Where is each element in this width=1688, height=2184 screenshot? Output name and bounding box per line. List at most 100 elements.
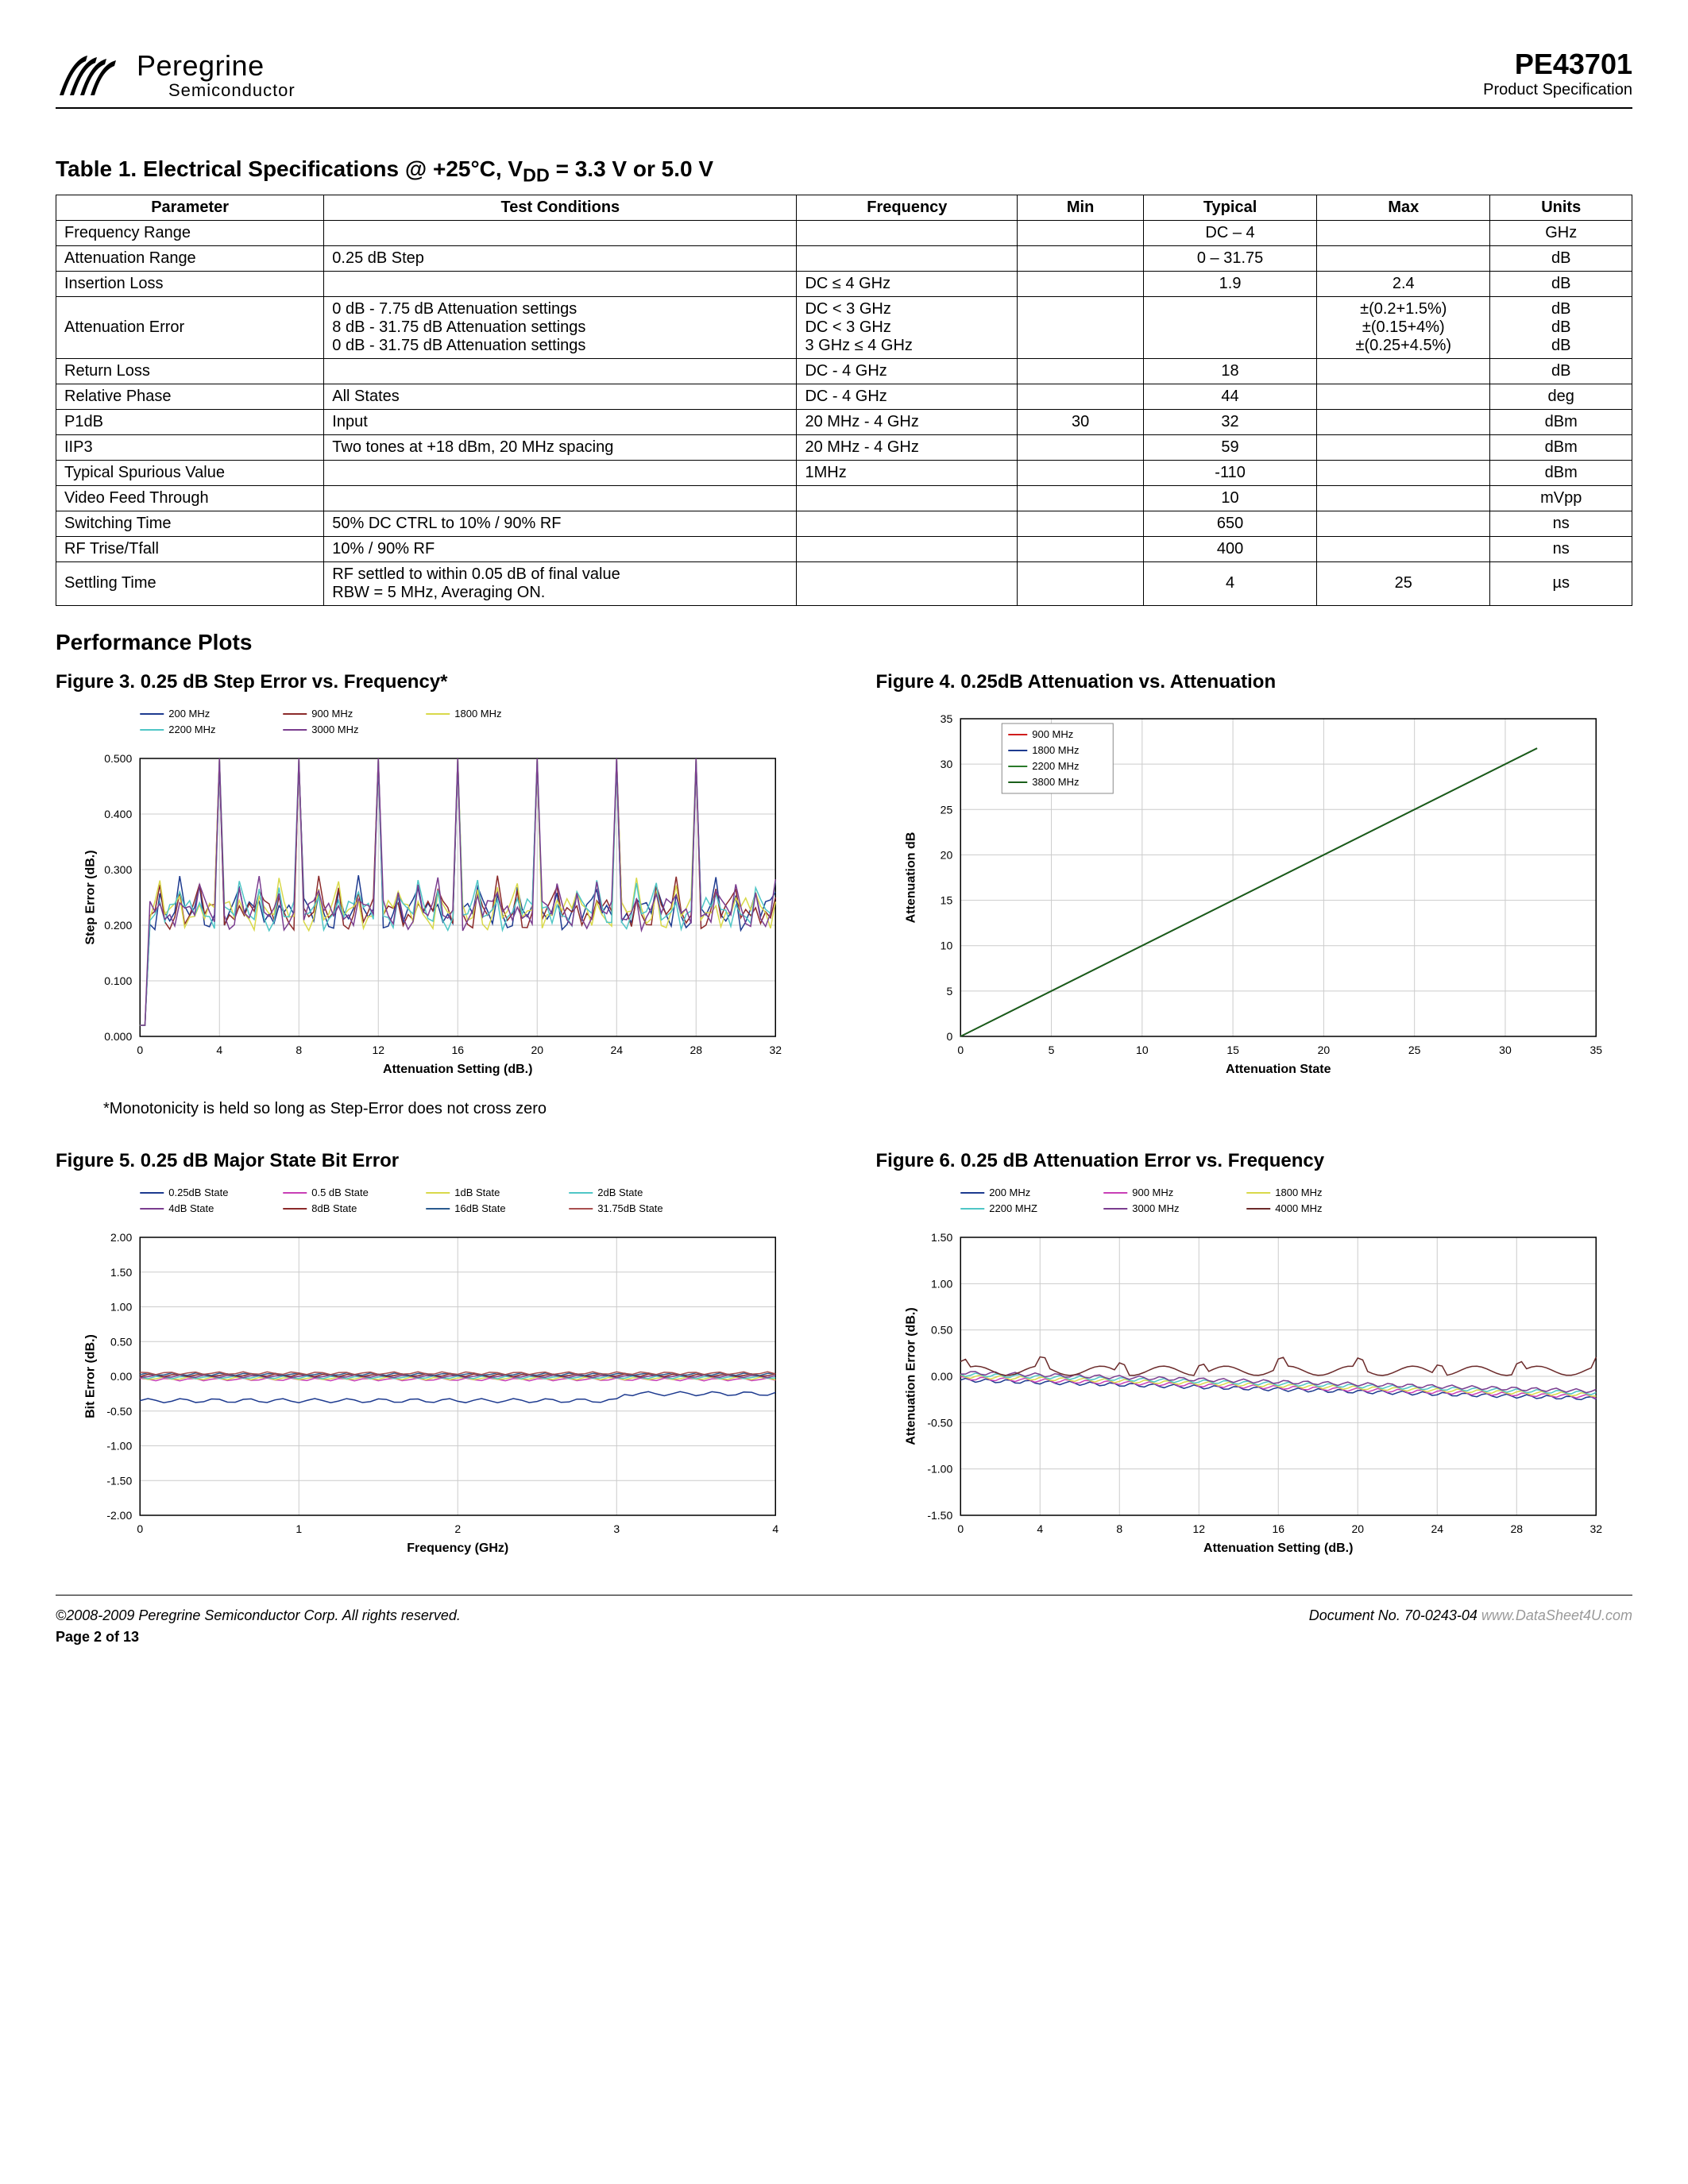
svg-text:16: 16 bbox=[451, 1044, 464, 1056]
table-column-header: Max bbox=[1317, 195, 1490, 220]
header-right: PE43701 Product Specification bbox=[1483, 48, 1632, 99]
table-cell bbox=[1317, 536, 1490, 561]
table-cell bbox=[797, 485, 1018, 511]
table-cell: DC ≤ 4 GHz bbox=[797, 271, 1018, 296]
svg-text:Frequency (GHz): Frequency (GHz) bbox=[407, 1542, 508, 1555]
svg-text:10: 10 bbox=[1136, 1044, 1149, 1056]
svg-text:1800 MHz: 1800 MHz bbox=[1032, 744, 1079, 756]
svg-text:2dB State: 2dB State bbox=[597, 1187, 643, 1198]
svg-text:3800 MHz: 3800 MHz bbox=[1032, 776, 1079, 788]
table-cell: 50% DC CTRL to 10% / 90% RF bbox=[324, 511, 797, 536]
figure-3-panel: Figure 3. 0.25 dB Step Error vs. Frequen… bbox=[56, 671, 813, 1084]
table-cell: ±(0.2+1.5%) ±(0.15+4%) ±(0.25+4.5%) bbox=[1317, 296, 1490, 358]
table-cell bbox=[797, 536, 1018, 561]
table-cell: 20 MHz - 4 GHz bbox=[797, 434, 1018, 460]
spec-table: ParameterTest ConditionsFrequencyMinTypi… bbox=[56, 195, 1632, 606]
svg-text:0.00: 0.00 bbox=[110, 1370, 132, 1383]
table-cell bbox=[324, 460, 797, 485]
product-spec-label: Product Specification bbox=[1483, 81, 1632, 99]
table-cell: 2.4 bbox=[1317, 271, 1490, 296]
table-cell: DC – 4 bbox=[1143, 220, 1316, 245]
svg-text:1.00: 1.00 bbox=[931, 1277, 952, 1290]
svg-text:900 MHz: 900 MHz bbox=[311, 708, 353, 720]
table-cell bbox=[797, 245, 1018, 271]
svg-text:0.100: 0.100 bbox=[104, 974, 132, 987]
svg-text:5: 5 bbox=[1048, 1044, 1054, 1056]
table-cell: Frequency Range bbox=[56, 220, 324, 245]
table-cell bbox=[1018, 485, 1144, 511]
svg-text:20: 20 bbox=[1351, 1522, 1364, 1535]
svg-text:30: 30 bbox=[940, 758, 952, 770]
table-cell: dBm bbox=[1490, 409, 1632, 434]
svg-text:Attenuation Setting (dB.): Attenuation Setting (dB.) bbox=[383, 1063, 532, 1076]
table-cell: GHz bbox=[1490, 220, 1632, 245]
svg-text:0: 0 bbox=[946, 1030, 952, 1043]
table-row: Insertion LossDC ≤ 4 GHz1.92.4dB bbox=[56, 271, 1632, 296]
performance-plots-title: Performance Plots bbox=[56, 630, 1632, 655]
table-cell: 20 MHz - 4 GHz bbox=[797, 409, 1018, 434]
table-column-header: Units bbox=[1490, 195, 1632, 220]
svg-text:8: 8 bbox=[1116, 1522, 1122, 1535]
table-column-header: Typical bbox=[1143, 195, 1316, 220]
svg-text:0.000: 0.000 bbox=[104, 1030, 132, 1043]
figure-6-panel: Figure 6. 0.25 dB Attenuation Error vs. … bbox=[876, 1150, 1633, 1563]
svg-text:0.300: 0.300 bbox=[104, 863, 132, 876]
table-cell: dB dB dB bbox=[1490, 296, 1632, 358]
table-cell: 32 bbox=[1143, 409, 1316, 434]
chart-grid-2: Figure 5. 0.25 dB Major State Bit Error … bbox=[56, 1150, 1632, 1563]
svg-text:12: 12 bbox=[372, 1044, 384, 1056]
part-number: PE43701 bbox=[1483, 48, 1632, 81]
header-rule bbox=[56, 107, 1632, 109]
page-footer: ©2008-2009 Peregrine Semiconductor Corp.… bbox=[56, 1603, 1632, 1624]
table-row: P1dBInput20 MHz - 4 GHz3032dBm bbox=[56, 409, 1632, 434]
table-row: Return LossDC - 4 GHz18dB bbox=[56, 358, 1632, 384]
table-column-header: Parameter bbox=[56, 195, 324, 220]
svg-text:Step Error (dB.): Step Error (dB.) bbox=[83, 850, 97, 944]
table-cell: P1dB bbox=[56, 409, 324, 434]
svg-text:Attenuation State: Attenuation State bbox=[1226, 1063, 1331, 1076]
svg-text:1800 MHz: 1800 MHz bbox=[1275, 1187, 1322, 1198]
svg-text:8: 8 bbox=[295, 1044, 302, 1056]
figure-3-chart: 0481216202428320.0000.1000.2000.3000.400… bbox=[56, 703, 813, 1084]
table-row: Video Feed Through10mVpp bbox=[56, 485, 1632, 511]
svg-text:Attenuation dB: Attenuation dB bbox=[904, 832, 917, 923]
table-row: IIP3Two tones at +18 dBm, 20 MHz spacing… bbox=[56, 434, 1632, 460]
svg-text:31.75dB State: 31.75dB State bbox=[597, 1202, 662, 1214]
table-row: Attenuation Error0 dB - 7.75 dB Attenuat… bbox=[56, 296, 1632, 358]
svg-text:32: 32 bbox=[769, 1044, 782, 1056]
svg-text:0.500: 0.500 bbox=[104, 752, 132, 765]
svg-text:20: 20 bbox=[940, 848, 952, 861]
svg-text:0.400: 0.400 bbox=[104, 808, 132, 820]
table-cell: Video Feed Through bbox=[56, 485, 324, 511]
svg-text:3000 MHz: 3000 MHz bbox=[311, 723, 358, 735]
svg-text:4dB State: 4dB State bbox=[168, 1202, 214, 1214]
svg-text:4: 4 bbox=[772, 1522, 778, 1535]
table-cell bbox=[1317, 384, 1490, 409]
svg-text:900 MHz: 900 MHz bbox=[1132, 1187, 1173, 1198]
table-cell: DC - 4 GHz bbox=[797, 358, 1018, 384]
table-cell: DC < 3 GHz DC < 3 GHz 3 GHz ≤ 4 GHz bbox=[797, 296, 1018, 358]
svg-text:200 MHz: 200 MHz bbox=[168, 708, 210, 720]
table-cell bbox=[1317, 409, 1490, 434]
page-number: Page 2 of 13 bbox=[56, 1629, 1632, 1646]
svg-text:-1.50: -1.50 bbox=[927, 1509, 952, 1522]
table-cell: 30 bbox=[1018, 409, 1144, 434]
table-cell: 1MHz bbox=[797, 460, 1018, 485]
chart-grid: Figure 3. 0.25 dB Step Error vs. Frequen… bbox=[56, 671, 1632, 1084]
svg-text:4000 MHz: 4000 MHz bbox=[1275, 1202, 1322, 1214]
table-cell: 400 bbox=[1143, 536, 1316, 561]
svg-text:-0.50: -0.50 bbox=[927, 1416, 952, 1429]
table-cell bbox=[1018, 271, 1144, 296]
svg-text:2.00: 2.00 bbox=[110, 1231, 132, 1244]
figure-5-title: Figure 5. 0.25 dB Major State Bit Error bbox=[56, 1150, 813, 1172]
table-cell: 59 bbox=[1143, 434, 1316, 460]
svg-text:20: 20 bbox=[531, 1044, 543, 1056]
table-cell: Attenuation Range bbox=[56, 245, 324, 271]
svg-text:900 MHz: 900 MHz bbox=[1032, 728, 1073, 740]
table-cell: Settling Time bbox=[56, 561, 324, 605]
svg-text:0.25dB State: 0.25dB State bbox=[168, 1187, 228, 1198]
svg-text:Attenuation Setting (dB.): Attenuation Setting (dB.) bbox=[1203, 1542, 1353, 1555]
svg-text:0.00: 0.00 bbox=[931, 1370, 952, 1383]
svg-text:3000 MHz: 3000 MHz bbox=[1132, 1202, 1179, 1214]
figure-5-chart: 01234-2.00-1.50-1.00-0.500.000.501.001.5… bbox=[56, 1182, 813, 1563]
